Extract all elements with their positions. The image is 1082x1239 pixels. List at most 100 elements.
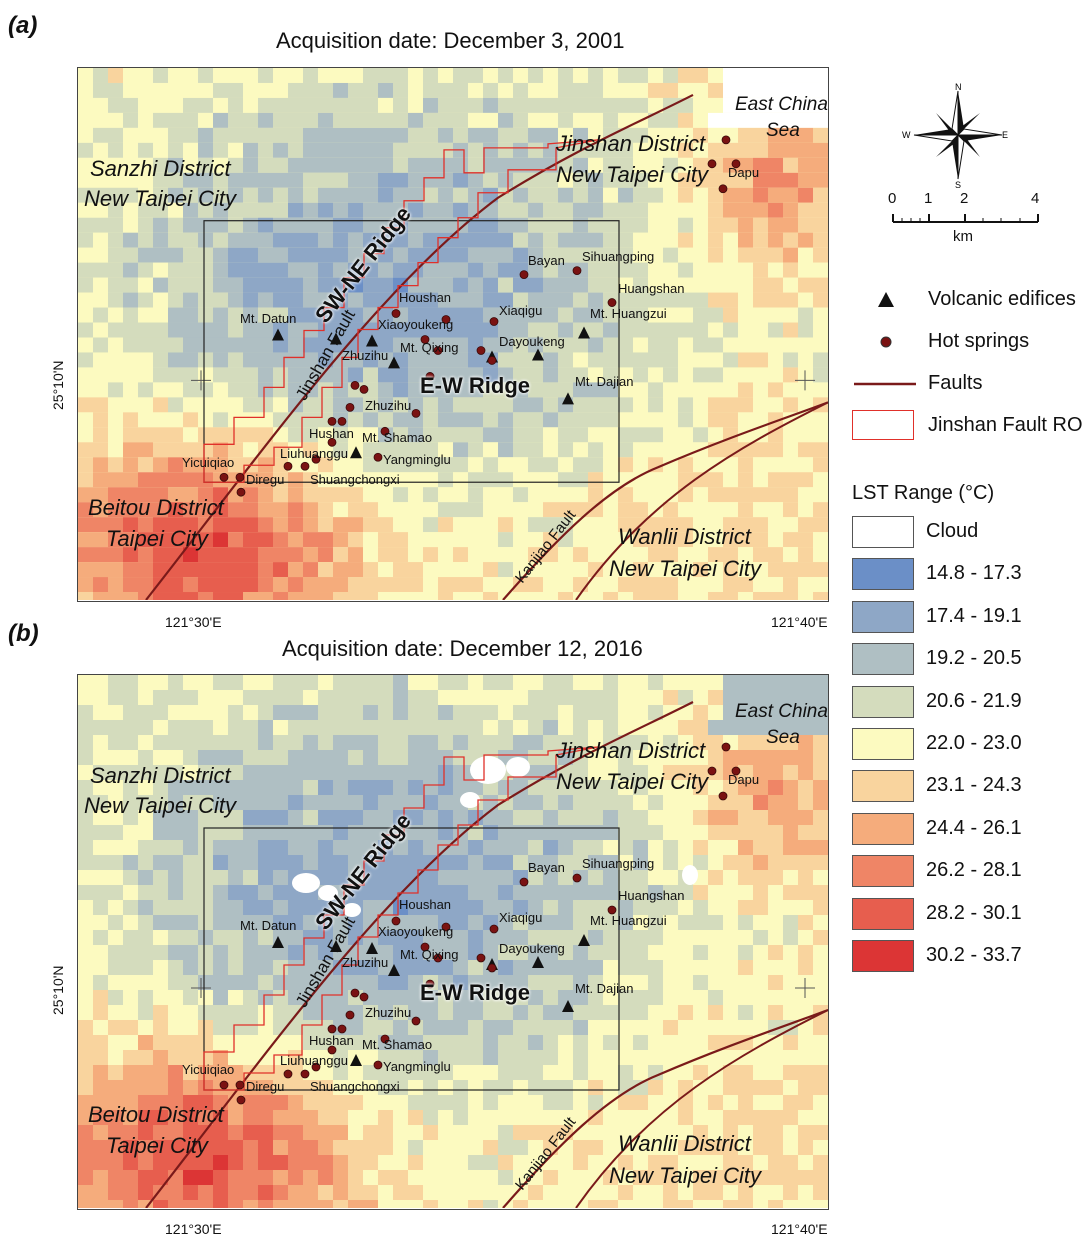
hot-spring-25: [283, 461, 293, 471]
hot-spring-6: [607, 298, 617, 307]
map-label-places-hushan: Hushan: [309, 426, 354, 441]
volcano-7: [562, 392, 574, 405]
graticule-cross-0: [191, 978, 211, 998]
map-label-places-dayoukeng: Dayoukeng: [499, 334, 565, 349]
lst-class-label-7: 24.4 - 26.1: [926, 816, 1022, 839]
map-label-places-mt_datun: Mt. Datun: [240, 918, 297, 933]
hot-spring-28: [235, 1080, 245, 1090]
map-label-places-yangminglu: Yangminglu: [383, 1059, 451, 1074]
map-label-places-mt_datun: Mt. Datun: [240, 311, 297, 326]
map-label-places-dayoukeng: Dayoukeng: [499, 941, 565, 956]
map-label-places-sihuangping: Sihuangping: [582, 249, 655, 264]
hot-spring-27: [219, 1080, 229, 1090]
lst-class-label-5: 22.0 - 23.0: [926, 732, 1022, 754]
hot-spring-1: [707, 766, 717, 776]
map-label-map_labels-east_china_sea-0: East China: [735, 94, 828, 115]
scale-tick-4: 4: [1031, 190, 1040, 207]
map-label-places-mt_huangzui: Mt. Huangzui: [590, 913, 667, 928]
compass-e: E: [1002, 130, 1008, 140]
lst-class-label-10: 30.2 - 33.7: [926, 944, 1022, 966]
study-area-box: [203, 220, 620, 483]
hot-spring-1: [707, 159, 717, 169]
map-label-places-xiaqigu: Xiaqigu: [499, 303, 543, 318]
lst-class-label-2: 17.4 - 19.1: [926, 604, 1022, 627]
hot-spring-13: [487, 356, 497, 365]
hot-spring-19: [327, 416, 337, 426]
hot-spring-19: [327, 1024, 337, 1034]
scale-tick-0: 0: [888, 190, 897, 207]
map-label-places-houshan: Houshan: [399, 897, 452, 912]
jinshan-fault-line: [145, 93, 694, 600]
lst-swatch-9: [852, 897, 914, 930]
map-label-map_labels-ew_ridge: E-W Ridge: [420, 373, 530, 398]
map-label-places-huangshan: Huangshan: [618, 281, 685, 296]
map-label-places-zhuzihu: Zhuzihu: [342, 955, 389, 970]
hot-spring-12: [476, 346, 486, 355]
hot-spring-2: [731, 159, 741, 169]
hot-spring-27: [219, 472, 229, 482]
hot-spring-15: [350, 988, 360, 998]
map-label-map_labels-sanzhi-0: Sanzhi District: [90, 763, 231, 788]
hot-spring-7: [391, 916, 401, 926]
hot-spring-17: [345, 402, 355, 412]
legend-hot-springs: Hot springs: [928, 330, 1030, 352]
hot-spring-4: [519, 877, 529, 887]
map-label-places-xiaoyoukeng: Xiaoyoukeng: [378, 924, 454, 939]
fault-legend-icon: [854, 382, 916, 386]
lst-map-2016: East China Sea Sanzhi District New Taipei C…: [77, 674, 829, 1210]
hot-spring-24: [311, 454, 321, 464]
graticule-cross-1: [795, 370, 815, 391]
jinshan-fault-line: [145, 701, 694, 1208]
map-label-places-zhuzihu: Zhuzihu: [342, 348, 389, 363]
lst-class-label-3: 19.2 - 20.5: [926, 647, 1022, 670]
kanjiao-fault-line: [502, 1008, 828, 1208]
lst-swatch-8: [852, 855, 914, 888]
map-label-map_labels-wanli-1: New Taipei City: [609, 556, 762, 581]
lst-swatch-4: [852, 685, 914, 718]
hot-spring-4: [519, 270, 529, 280]
map-label-map_labels-jinshan_district-0: Jinshan District: [556, 131, 706, 156]
map-label-places-shuangchongxi: Shuangchongxi: [310, 1079, 400, 1094]
map-label-places-mt_qixing: Mt. Qixing: [400, 340, 459, 355]
map-label-places-xiaoyoukeng: Xiaoyoukeng: [378, 317, 454, 332]
map-label-map_labels-beitou-1: Taipei City: [106, 1133, 208, 1158]
hot-spring-5: [572, 873, 582, 883]
map-label-places-huangshan: Huangshan: [618, 888, 685, 903]
hot-spring-8: [441, 922, 451, 932]
lst-class-label-6: 23.1 - 24.3: [926, 774, 1022, 797]
hot-spring-5: [572, 266, 582, 276]
cloud-patches: [292, 756, 698, 917]
map-label-places-shuangchongxi: Shuangchongxi: [310, 472, 400, 487]
hot-spring-21: [380, 1034, 390, 1044]
hot-spring-20: [337, 416, 347, 426]
volcano-8: [578, 934, 590, 946]
map-label-map_labels-east_china_sea-1: Sea: [766, 120, 800, 141]
panel-b-label: (b): [8, 620, 39, 647]
hot-spring-11: [433, 953, 443, 963]
legend-lst-title: LST Range (°C): [852, 482, 995, 504]
map-label-places-houshan: Houshan: [399, 290, 452, 305]
north-arrow-icon: N S E W: [902, 82, 1008, 190]
hot-spring-22: [327, 437, 337, 447]
map-canvas: [78, 675, 828, 1208]
hot-spring-3: [718, 184, 728, 194]
map-label-map_labels-beitou-1: Taipei City: [106, 526, 208, 551]
secondary-fault-line: [575, 401, 828, 600]
legend-faults: Faults: [928, 372, 983, 394]
map-label-places-sihuangping: Sihuangping: [582, 856, 655, 871]
map-label-map_labels-sanzhi-0: Sanzhi District: [90, 156, 231, 181]
hot-spring-18: [411, 1016, 421, 1026]
hot-spring-17: [345, 1010, 355, 1020]
volcano-0: [272, 936, 284, 948]
lon-left-b: 121°30'E: [165, 1221, 222, 1237]
hot-spring-18: [411, 408, 421, 418]
volcano-2: [366, 334, 378, 347]
volcano-8: [578, 326, 590, 339]
hot-spring-22: [327, 1045, 337, 1055]
lon-right-a: 121°40'E: [771, 614, 828, 630]
hot-spring-8: [441, 315, 451, 324]
map-canvas: [78, 68, 828, 600]
lst-swatch-3: [852, 643, 914, 676]
volcano-6: [532, 348, 544, 361]
panel-a-title: Acquisition date: December 3, 2001: [276, 28, 625, 53]
